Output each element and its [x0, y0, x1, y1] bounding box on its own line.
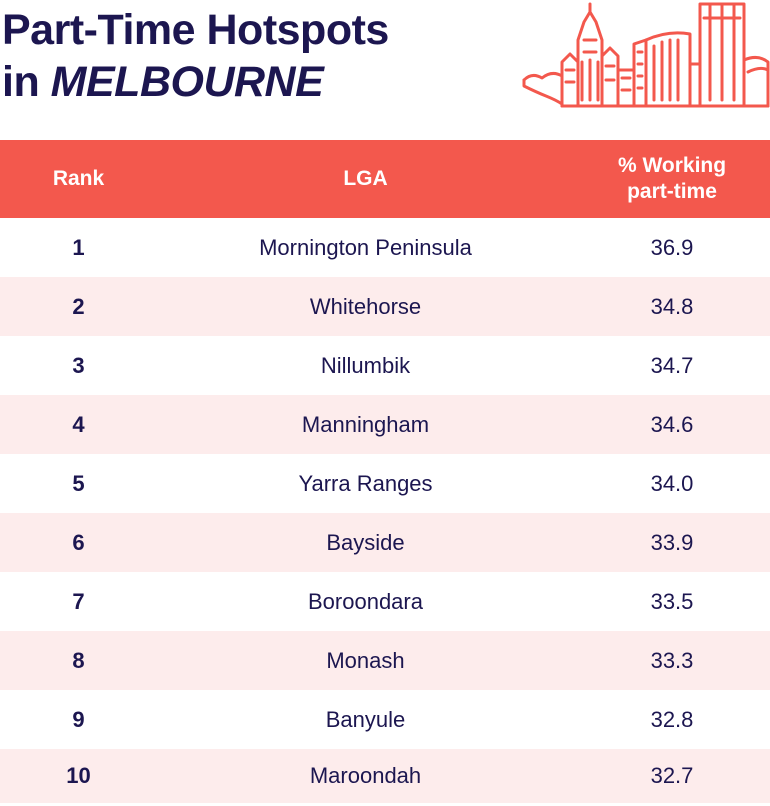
- pct-cell: 34.0: [650, 470, 694, 496]
- pct-cell: 32.7: [574, 749, 770, 803]
- title-line-1: Part-Time Hotspots: [2, 6, 389, 54]
- table-row: 3 Nillumbik 34.7: [0, 336, 770, 395]
- header-rank: Rank: [0, 140, 157, 218]
- lga-cell: Yarra Ranges: [298, 470, 433, 496]
- rank-cell: 5: [72, 470, 85, 496]
- pct-cell: 33.9: [574, 513, 770, 572]
- lga-cell: Manningham: [157, 395, 574, 454]
- table-row: 9 Banyule 32.8: [0, 690, 770, 749]
- lga-cell: Banyule: [325, 706, 406, 732]
- skyline-icon: [522, 2, 770, 108]
- rank-cell: 7: [72, 588, 85, 614]
- header-pct-line2: part-time: [627, 180, 717, 203]
- table-row: 6 Bayside 33.9: [0, 513, 770, 572]
- rank-cell: 4: [0, 395, 157, 454]
- lga-cell: Boroondara: [308, 588, 423, 614]
- lga-cell: Whitehorse: [157, 277, 574, 336]
- rank-cell: 2: [0, 277, 157, 336]
- header-pct: % Working part-time: [574, 140, 770, 218]
- table-row: 1 Mornington Peninsula 36.9: [0, 218, 770, 277]
- rank-cell: 1: [72, 234, 85, 260]
- lga-cell: Bayside: [157, 513, 574, 572]
- rank-cell: 9: [72, 706, 85, 732]
- lga-cell: Nillumbik: [320, 352, 411, 378]
- lga-cell: Maroondah: [157, 749, 574, 803]
- rank-cell: 6: [0, 513, 157, 572]
- table-row: 10 Maroondah 32.7: [0, 749, 770, 803]
- table-header-row: Rank LGA % Working part-time: [0, 140, 770, 218]
- pct-cell: 34.6: [574, 395, 770, 454]
- rank-cell: 10: [0, 749, 157, 803]
- table-row: 5 Yarra Ranges 34.0: [0, 454, 770, 513]
- title-line-2: in MELBOURNE: [2, 56, 389, 108]
- table-row: 8 Monash 33.3: [0, 631, 770, 690]
- rank-cell: 8: [0, 631, 157, 690]
- header-lga: LGA: [157, 140, 574, 218]
- table-row: 7 Boroondara 33.5: [0, 572, 770, 631]
- pct-cell: 32.8: [650, 706, 694, 732]
- pct-cell: 33.5: [650, 588, 694, 614]
- lga-cell: Mornington Peninsula: [259, 234, 472, 260]
- pct-cell: 34.7: [650, 352, 694, 378]
- page-title: Part-Time Hotspots in MELBOURNE: [2, 4, 389, 108]
- rank-cell: 3: [72, 352, 85, 378]
- table-row: 4 Manningham 34.6: [0, 395, 770, 454]
- pct-cell: 36.9: [650, 234, 694, 260]
- title-prefix: in: [2, 58, 51, 106]
- pct-cell: 34.8: [574, 277, 770, 336]
- header-pct-line1: % Working: [617, 154, 727, 177]
- pct-cell: 33.3: [574, 631, 770, 690]
- lga-cell: Monash: [157, 631, 574, 690]
- table-row: 2 Whitehorse 34.8: [0, 277, 770, 336]
- ranking-table: Rank LGA % Working part-time 1 Mornington …: [0, 140, 770, 803]
- title-city: MELBOURNE: [50, 58, 324, 106]
